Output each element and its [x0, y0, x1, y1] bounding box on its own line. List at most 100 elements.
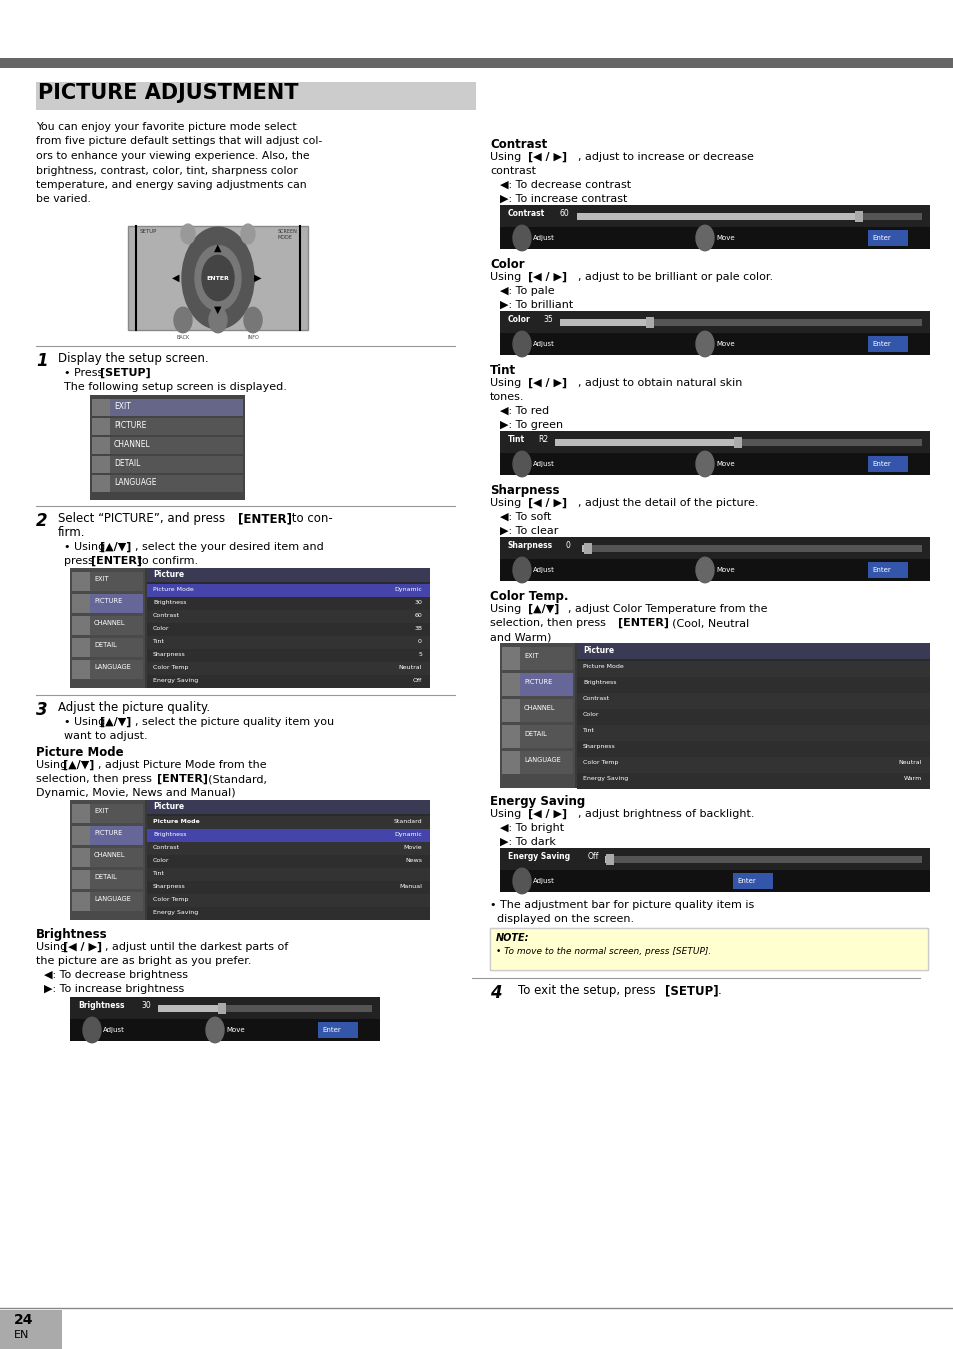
- Text: CHANNEL: CHANNEL: [94, 621, 126, 626]
- Circle shape: [182, 227, 253, 329]
- Text: Contrast: Contrast: [582, 696, 609, 701]
- Bar: [91, 456, 243, 473]
- Text: Adjust: Adjust: [533, 567, 555, 573]
- Text: Enter: Enter: [871, 567, 890, 573]
- Bar: [501, 751, 573, 774]
- Text: R2: R2: [537, 434, 548, 444]
- Text: ▶: To increase contrast: ▶: To increase contrast: [499, 194, 627, 204]
- Text: Display the setup screen.: Display the setup screen.: [58, 352, 209, 366]
- Bar: [218, 1004, 226, 1014]
- Text: [SETUP]: [SETUP]: [100, 368, 151, 378]
- Bar: [499, 558, 929, 581]
- Text: , adjust until the darkest parts of: , adjust until the darkest parts of: [105, 942, 288, 952]
- Bar: [490, 928, 927, 970]
- Bar: [91, 399, 110, 415]
- Text: Tint: Tint: [152, 871, 165, 876]
- Text: 38: 38: [414, 626, 421, 631]
- Text: Color: Color: [507, 316, 530, 324]
- Bar: [71, 660, 90, 679]
- Bar: [71, 638, 90, 657]
- Text: ▲: ▲: [214, 243, 221, 254]
- Text: Tint: Tint: [490, 364, 516, 376]
- Text: Manual: Manual: [398, 884, 421, 889]
- Bar: [71, 826, 143, 844]
- Bar: [317, 1023, 357, 1037]
- Text: Contrast: Contrast: [507, 209, 545, 219]
- Bar: [147, 649, 430, 662]
- Bar: [147, 800, 430, 920]
- Bar: [490, 928, 927, 970]
- Bar: [499, 643, 929, 788]
- Text: [▲/▼]: [▲/▼]: [100, 542, 132, 552]
- Text: Using: Using: [490, 272, 524, 282]
- Text: from five picture default settings that will adjust col-: from five picture default settings that …: [36, 136, 322, 147]
- Text: Dynamic: Dynamic: [394, 587, 421, 592]
- Text: Picture Mode: Picture Mode: [36, 746, 124, 759]
- Text: • To move to the normal screen, press [SETUP].: • To move to the normal screen, press [S…: [496, 947, 711, 956]
- Text: Neutral: Neutral: [898, 759, 921, 765]
- Text: Using: Using: [490, 809, 524, 819]
- Text: Color: Color: [152, 858, 170, 863]
- Bar: [732, 873, 772, 889]
- Bar: [70, 800, 145, 920]
- Text: DETAIL: DETAIL: [94, 642, 116, 648]
- Bar: [91, 475, 243, 492]
- Text: Adjust the picture quality.: Adjust the picture quality.: [58, 701, 210, 714]
- Circle shape: [696, 557, 713, 583]
- Text: Energy Saving: Energy Saving: [507, 853, 570, 861]
- Text: ◀: To red: ◀: To red: [499, 406, 549, 415]
- Text: Move: Move: [716, 461, 734, 467]
- Text: ◀: To pale: ◀: To pale: [499, 286, 554, 295]
- Text: Off: Off: [413, 679, 421, 683]
- Text: Move: Move: [716, 341, 734, 347]
- Bar: [499, 333, 929, 355]
- Bar: [577, 741, 929, 757]
- Text: EXIT: EXIT: [94, 808, 109, 813]
- Bar: [70, 568, 145, 688]
- Bar: [158, 1005, 372, 1012]
- Text: to confirm.: to confirm.: [133, 556, 198, 567]
- Bar: [147, 568, 430, 581]
- Text: • Press: • Press: [64, 368, 107, 378]
- Bar: [501, 724, 519, 747]
- Bar: [36, 82, 476, 111]
- Bar: [91, 437, 243, 455]
- Text: Warm: Warm: [902, 776, 921, 781]
- Text: To exit the setup, press: To exit the setup, press: [517, 983, 659, 997]
- Text: Using: Using: [490, 152, 524, 162]
- Bar: [560, 318, 650, 326]
- Text: • Using: • Using: [64, 718, 109, 727]
- Text: Picture: Picture: [152, 571, 184, 579]
- Text: , adjust brightness of backlight.: , adjust brightness of backlight.: [578, 809, 754, 819]
- Text: displayed on the screen.: displayed on the screen.: [490, 915, 634, 924]
- Text: 30: 30: [414, 600, 421, 604]
- Text: [ENTER]: [ENTER]: [91, 556, 142, 567]
- Circle shape: [194, 246, 241, 310]
- Text: Picture Mode: Picture Mode: [152, 587, 193, 592]
- Bar: [501, 673, 519, 696]
- Bar: [70, 997, 379, 1018]
- Bar: [71, 616, 143, 635]
- Bar: [577, 643, 929, 788]
- Text: LANGUAGE: LANGUAGE: [523, 757, 560, 764]
- Text: selection, then press: selection, then press: [490, 618, 609, 629]
- Bar: [91, 437, 110, 455]
- Bar: [499, 870, 929, 892]
- Text: Energy Saving: Energy Saving: [152, 911, 198, 915]
- Bar: [71, 804, 90, 823]
- Bar: [71, 572, 143, 591]
- Text: Brightness: Brightness: [152, 600, 186, 604]
- Text: CHANNEL: CHANNEL: [113, 440, 151, 449]
- Text: [◀ / ▶]: [◀ / ▶]: [527, 272, 566, 282]
- Text: Sharpness: Sharpness: [490, 484, 558, 496]
- Text: ▶: To increase brightness: ▶: To increase brightness: [44, 983, 184, 994]
- Bar: [147, 842, 430, 855]
- Text: 60: 60: [414, 612, 421, 618]
- Text: Picture: Picture: [152, 803, 184, 811]
- Text: [◀ / ▶]: [◀ / ▶]: [527, 378, 566, 389]
- Bar: [499, 205, 929, 227]
- Text: You can enjoy your favorite picture mode select: You can enjoy your favorite picture mode…: [36, 121, 296, 132]
- Text: Contrast: Contrast: [152, 844, 180, 850]
- Bar: [71, 892, 90, 911]
- Text: SCREEN
MODE: SCREEN MODE: [277, 229, 297, 240]
